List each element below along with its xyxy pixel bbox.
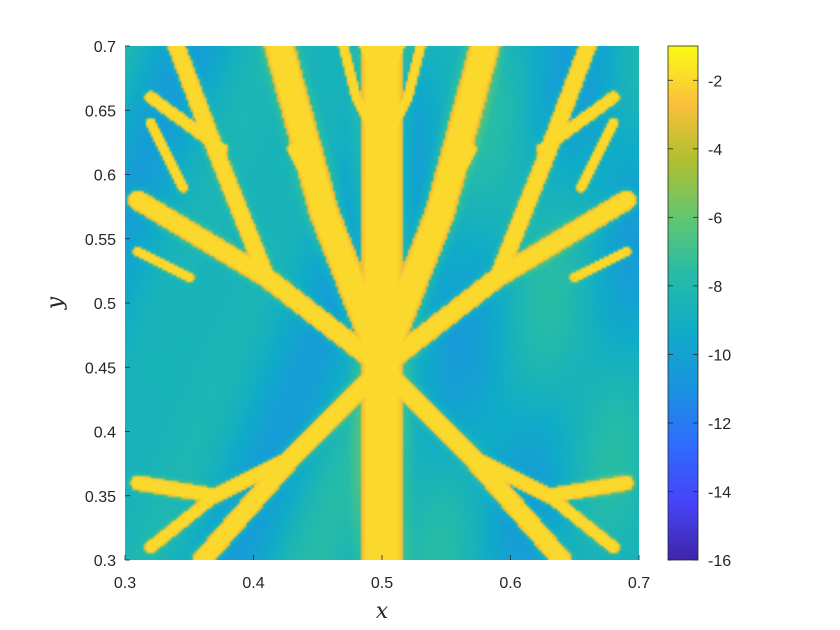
x-tick-label: 0.4 (242, 575, 264, 592)
x-axis-label: x (376, 599, 389, 624)
y-tick-label: 0.4 (94, 425, 116, 442)
x-tick-label: 0.7 (628, 575, 650, 592)
y-axis: 0.3 0.35 0.4 0.45 0.5 0.55 0.6 0.65 0.7 (85, 39, 130, 570)
y-tick-label: 0.45 (85, 360, 116, 377)
y-tick-label: 0.35 (85, 489, 116, 506)
y-tick-label: 0.5 (94, 296, 116, 313)
x-tick-label: 0.6 (499, 575, 521, 592)
x-tick-label: 0.5 (371, 575, 393, 592)
y-tick-label: 0.3 (94, 553, 116, 570)
colorbar-tick-label: -8 (708, 279, 722, 296)
x-tick-label: 0.3 (114, 575, 136, 592)
colorbar-tick-label: -4 (708, 142, 722, 159)
y-tick-label: 0.55 (85, 232, 116, 249)
colorbar-tick-label: -10 (708, 347, 731, 364)
x-axis: 0.3 0.4 0.5 0.6 0.7 (114, 555, 650, 592)
colorbar-ticks: -2 -4 -6 -8 -10 -12 -14 -16 (668, 73, 731, 570)
y-tick-label: 0.7 (94, 39, 116, 56)
colorbar-tick-label: -2 (708, 73, 722, 90)
heatmap-image (125, 46, 639, 560)
y-axis-label: y (43, 296, 68, 310)
plot-area (125, 46, 639, 560)
colorbar-gradient (667, 45, 699, 561)
colorbar-tick-label: -14 (708, 484, 731, 501)
colorbar-tick-label: -12 (708, 416, 731, 433)
y-tick-label: 0.6 (94, 168, 116, 185)
colorbar-tick-label: -16 (708, 553, 731, 570)
colorbar-tick-label: -6 (708, 210, 722, 227)
colorbar: -2 -4 -6 -8 -10 -12 -14 -16 (667, 45, 731, 570)
y-tick-label: 0.65 (85, 103, 116, 120)
